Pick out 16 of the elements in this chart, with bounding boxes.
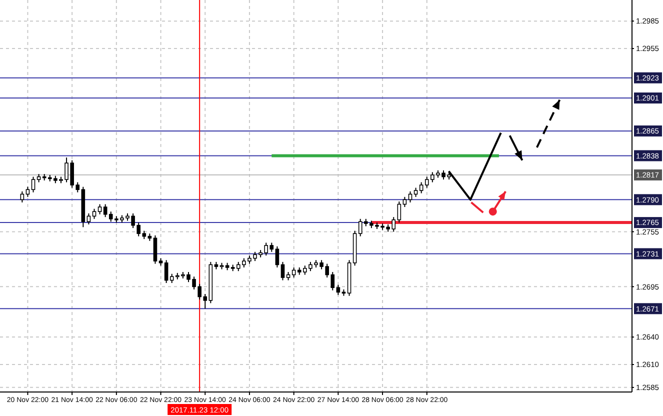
candlestick xyxy=(275,246,280,268)
candlestick xyxy=(419,182,424,194)
candlestick xyxy=(397,200,402,224)
candlestick xyxy=(280,261,285,281)
candlestick xyxy=(336,284,340,296)
candlestick xyxy=(31,176,36,193)
candlestick xyxy=(98,204,102,215)
candlestick xyxy=(103,204,108,218)
candlestick xyxy=(20,190,24,203)
candlestick xyxy=(414,187,418,198)
candlestick xyxy=(164,260,168,284)
candlestick xyxy=(153,234,158,264)
candlestick xyxy=(408,190,412,203)
candlestick xyxy=(92,208,96,220)
candlestick xyxy=(86,212,91,225)
candlestick xyxy=(26,186,30,198)
